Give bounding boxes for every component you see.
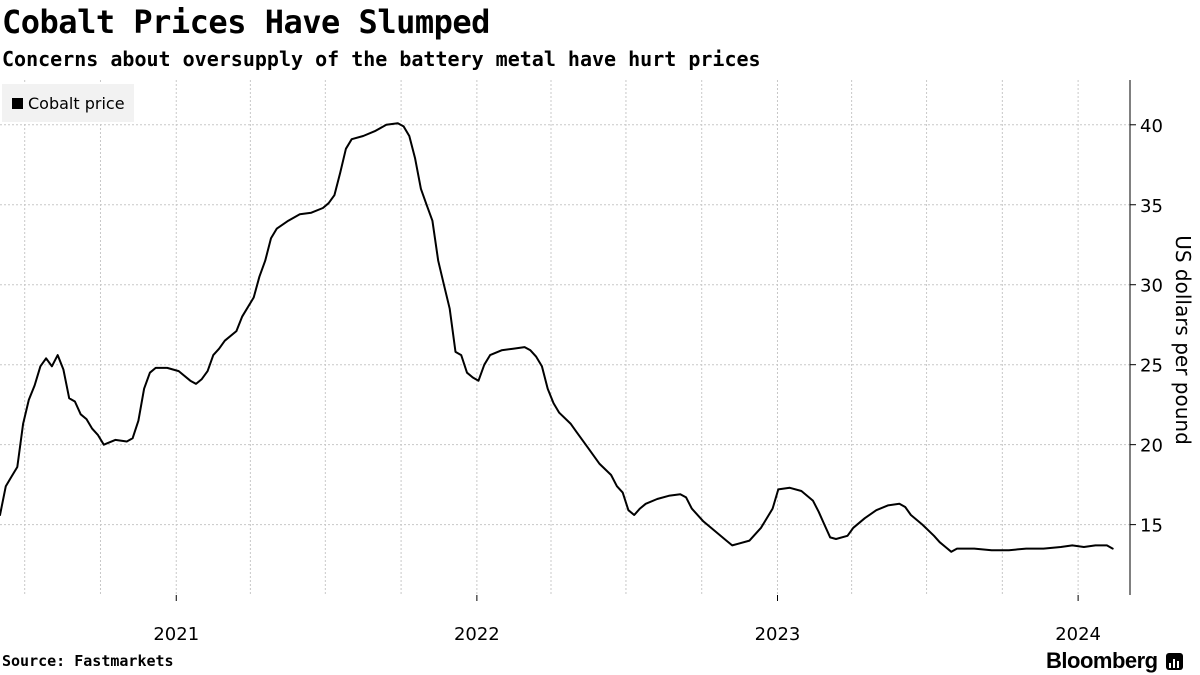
y-axis-ticks bbox=[1130, 124, 1136, 526]
chart-subtitle: Concerns about oversupply of the battery… bbox=[2, 47, 761, 71]
y-tick-label: 30 bbox=[1140, 276, 1163, 297]
legend-swatch-cobalt-price bbox=[12, 97, 23, 109]
y-tick-label: 15 bbox=[1140, 516, 1163, 537]
y-tick-label: 35 bbox=[1140, 196, 1163, 217]
x-gridlines bbox=[24, 80, 1079, 595]
x-tick-label: 2024 bbox=[1055, 624, 1101, 645]
y-gridlines bbox=[0, 124, 1130, 526]
x-tick-label: 2021 bbox=[153, 624, 199, 645]
chart-title: Cobalt Prices Have Slumped bbox=[2, 3, 490, 41]
y-tick-label: 40 bbox=[1140, 116, 1163, 137]
legend: Cobalt price bbox=[2, 84, 134, 122]
x-axis-labels: 2021 2022 2023 2024 bbox=[153, 624, 1101, 645]
y-tick-label: 25 bbox=[1140, 356, 1163, 377]
x-tick-label: 2023 bbox=[755, 624, 801, 645]
y-tick-label: 20 bbox=[1140, 436, 1163, 457]
y-axis-title: US dollars per pound bbox=[1171, 235, 1195, 445]
brand-name: Bloomberg bbox=[1046, 648, 1158, 673]
x-tick-label: 2022 bbox=[454, 624, 500, 645]
bloomberg-logo: Bloomberg bbox=[1046, 647, 1183, 675]
bloomberg-terminal-icon bbox=[1165, 652, 1183, 670]
y-axis-labels: 15 20 25 30 35 40 bbox=[1140, 116, 1163, 537]
source-note: Source: Fastmarkets bbox=[2, 652, 174, 670]
x-axis-ticks bbox=[175, 595, 1079, 601]
legend-label-cobalt-price: Cobalt price bbox=[28, 93, 125, 113]
series-line-cobalt-price bbox=[0, 122, 1114, 553]
